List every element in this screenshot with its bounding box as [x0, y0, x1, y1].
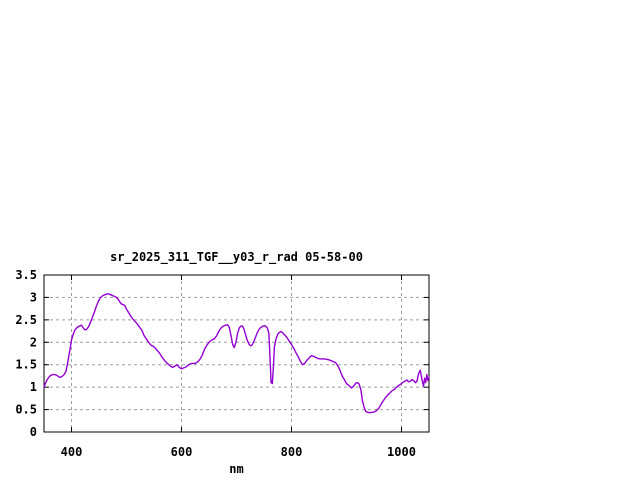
chart-title: sr_2025_311_TGF__y03_r_rad 05-58-00 [110, 250, 363, 264]
x-tick-label: 1000 [387, 445, 416, 459]
y-tick-label: 0.5 [15, 403, 37, 417]
y-tick-label: 2 [30, 335, 37, 349]
x-tick-label: 600 [171, 445, 193, 459]
x-tick-label: 800 [281, 445, 303, 459]
spectrum-line [43, 293, 430, 414]
y-tick-label: 1 [30, 380, 37, 394]
y-tick-label: 1.5 [15, 358, 37, 372]
x-tick-label: 400 [61, 445, 83, 459]
y-tick-label: 3.5 [15, 268, 37, 282]
plot-border [43, 274, 430, 433]
y-tick-label: 2.5 [15, 313, 37, 327]
y-tick-label: 3 [30, 290, 37, 304]
y-tick-label: 0 [30, 425, 37, 439]
x-axis-label: nm [229, 462, 244, 476]
